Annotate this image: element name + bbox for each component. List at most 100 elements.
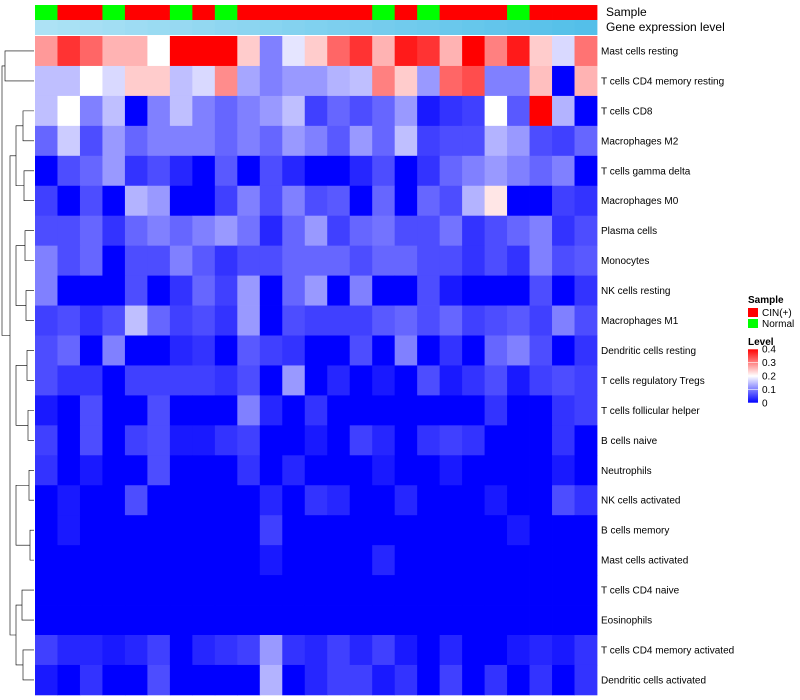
row-label: Mast cells activated (601, 556, 688, 567)
heatmap-cell (169, 664, 193, 696)
heatmap-cell (484, 36, 508, 67)
heatmap-cell (372, 395, 396, 426)
heatmap-cell (372, 215, 396, 247)
expression-annotation-cell (372, 20, 396, 35)
heatmap-cell (304, 95, 328, 127)
heatmap-cell (282, 185, 306, 217)
heatmap-cell (192, 425, 216, 456)
heatmap-cell (35, 95, 58, 127)
heatmap-cell (529, 545, 553, 576)
heatmap-cell (372, 635, 396, 666)
dendrogram-branch (4, 50, 34, 82)
heatmap-cell (79, 125, 103, 157)
heatmap-cell (507, 545, 530, 576)
heatmap-cell (529, 185, 553, 217)
expression-annotation-cell (462, 20, 485, 35)
heatmap-cell (529, 36, 553, 67)
heatmap-cell (574, 65, 598, 97)
legend-level-title: Level (748, 337, 774, 348)
sample-annotation-cell (282, 5, 306, 20)
heatmap-cell (192, 155, 216, 187)
heatmap-cell (192, 515, 216, 546)
heatmap-cell (214, 515, 238, 546)
heatmap-cell (394, 425, 418, 456)
heatmap-cell (462, 245, 485, 276)
heatmap-cell (304, 305, 328, 336)
heatmap-cell (124, 215, 148, 247)
heatmap-cell (259, 185, 283, 217)
heatmap-cell (169, 245, 193, 276)
row-label: NK cells resting (601, 286, 670, 297)
heatmap-cell (552, 395, 575, 426)
heatmap-cell (327, 635, 351, 666)
heatmap-cell (35, 395, 58, 426)
annotation-label-sample: Sample (606, 5, 647, 19)
heatmap-cell (507, 664, 530, 696)
heatmap-cell (574, 545, 598, 576)
heatmap-cell (79, 335, 103, 366)
heatmap-cell (259, 515, 283, 546)
heatmap-cell (147, 36, 171, 67)
heatmap-cell (169, 575, 193, 606)
heatmap-cell (327, 425, 351, 456)
heatmap-cell (282, 125, 306, 157)
heatmap-cell (462, 635, 485, 666)
heatmap-cell (552, 65, 575, 97)
heatmap-cell (529, 365, 553, 396)
legend-level-tick-label: 0.3 (762, 358, 776, 369)
heatmap-cell (574, 335, 598, 366)
heatmap-cell (327, 664, 351, 696)
expression-annotation-cell (214, 20, 238, 35)
sample-annotation-cell (574, 5, 598, 20)
heatmap-cell (462, 155, 485, 187)
heatmap-cell (57, 305, 81, 336)
expression-annotation-cell (529, 20, 553, 35)
dendrogram-branch (29, 529, 34, 561)
heatmap-cell (192, 575, 216, 606)
heatmap-cell (79, 545, 103, 576)
heatmap-cell (417, 395, 441, 426)
heatmap-cell (124, 275, 148, 306)
heatmap-cell (124, 515, 148, 546)
legend-level-tick-label: 0.4 (762, 345, 776, 356)
heatmap-cell (484, 575, 508, 606)
heatmap-cell (349, 605, 373, 636)
heatmap-cell (79, 215, 103, 247)
heatmap-cell (349, 425, 373, 456)
heatmap-cell (507, 515, 530, 546)
sample-annotation-cell (372, 5, 396, 20)
heatmap-cell (484, 155, 508, 187)
heatmap-cell (169, 305, 193, 336)
heatmap-cell (79, 185, 103, 217)
heatmap-cell (147, 664, 171, 696)
heatmap-cell (124, 36, 148, 67)
heatmap-cell (57, 485, 81, 516)
legend-level-tick-label: 0.1 (762, 385, 776, 396)
heatmap-cell (102, 305, 126, 336)
expression-annotation-cell (124, 20, 148, 35)
heatmap-cell (372, 515, 396, 546)
legend-level-tick-label: 0.2 (762, 372, 776, 383)
heatmap-cell (552, 545, 575, 576)
heatmap-cell (79, 515, 103, 546)
heatmap-cell (552, 605, 575, 636)
heatmap-cell (259, 425, 283, 456)
heatmap-cell (192, 305, 216, 336)
heatmap-cell (462, 515, 485, 546)
heatmap-cell (282, 36, 306, 67)
heatmap-cell (327, 395, 351, 426)
heatmap-cell (259, 365, 283, 396)
heatmap-cell (237, 335, 261, 366)
heatmap-cell (147, 245, 171, 276)
heatmap-cell (102, 125, 126, 157)
heatmap-cell (192, 125, 216, 157)
heatmap-cell (439, 275, 463, 306)
heatmap-cell (529, 155, 553, 187)
heatmap-cell (507, 245, 530, 276)
legend-sample-title: Sample (748, 295, 784, 306)
row-label: T cells follicular helper (601, 406, 700, 417)
heatmap-cell (529, 305, 553, 336)
heatmap-cell (484, 305, 508, 336)
heatmap-cell (529, 395, 553, 426)
heatmap-cell (214, 36, 238, 67)
